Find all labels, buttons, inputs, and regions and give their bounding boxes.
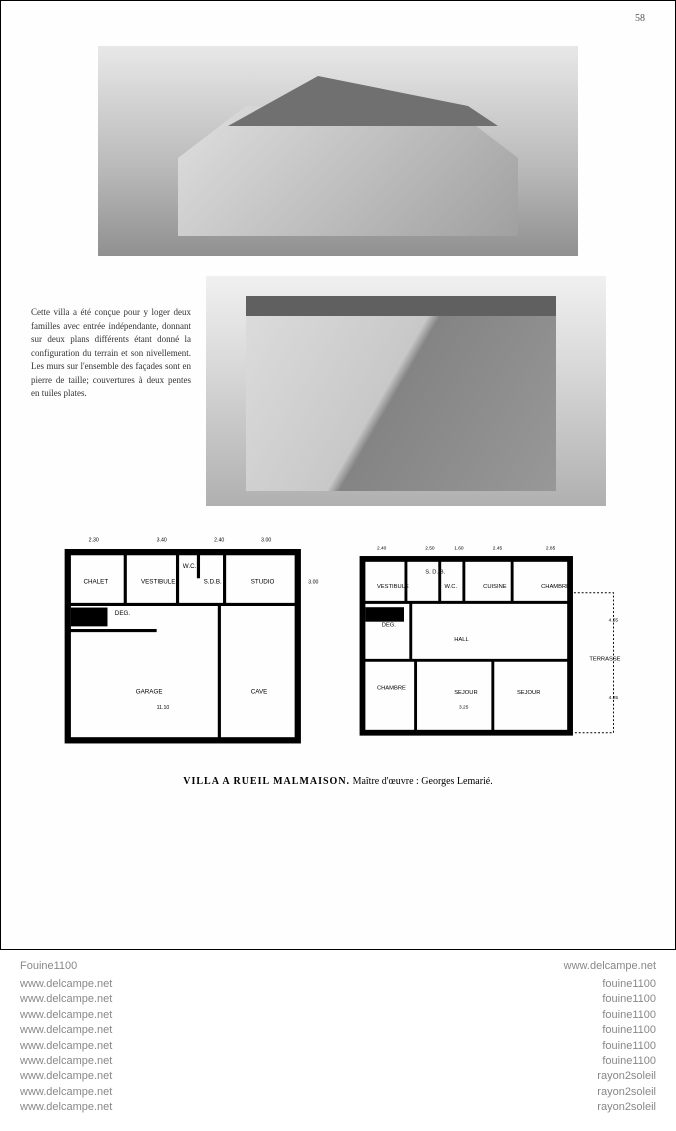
dimension-label: 1.60 [454, 545, 464, 551]
villa-photo-front [98, 46, 578, 256]
dimension-label: 2.40 [214, 538, 224, 544]
floorplan-left: CHALET VESTIBULE W.C. S.D.B. STUDIO DEG. GARAG… [48, 526, 328, 756]
dimension-label: 4.55 [609, 618, 619, 624]
room-label: CHALET [83, 579, 108, 586]
floorplans-container: CHALET VESTIBULE W.C. S.D.B. STUDIO DEG. GARAG… [41, 526, 635, 756]
room-label: W.C. [183, 563, 197, 570]
watermarks-section: Fouine1100 www.delcampe.net www.delcampe… [0, 950, 676, 1126]
watermark-top-right: www.delcampe.net [564, 960, 656, 972]
room-label: CHAMBRE [377, 685, 406, 691]
watermark-right-column: fouine1100fouine1100fouine1100fouine1100… [597, 977, 656, 1116]
watermark-left-column: www.delcampe.netwww.delcampe.netwww.delc… [20, 977, 112, 1116]
watermark-item: www.delcampe.net [20, 1054, 112, 1069]
room-label: S. D. B. [425, 569, 445, 575]
watermark-item: rayon2soleil [597, 1069, 656, 1084]
dimension-label: 2.40 [377, 545, 387, 551]
villa-photo-rear [206, 276, 606, 506]
caption-title: VILLA A RUEIL MALMAISON. [183, 776, 350, 787]
dimension-label: 2.85 [546, 545, 556, 551]
watermark-item: www.delcampe.net [20, 1100, 112, 1115]
description-text: Cette villa a été conçue pour y loger de… [31, 276, 191, 401]
watermark-item: www.delcampe.net [20, 1023, 112, 1038]
dimension-label: 11.10 [157, 705, 170, 711]
room-label: DEG. [115, 610, 131, 617]
room-label: CAVE [251, 688, 268, 695]
dimension-label: 3.25 [459, 705, 469, 711]
middle-section: Cette villa a été conçue pour y loger de… [31, 276, 645, 506]
room-label: HALL [454, 637, 469, 643]
room-label: VESTIBULE [141, 579, 175, 586]
room-label: W.C. [445, 584, 458, 590]
watermark-item: www.delcampe.net [20, 1085, 112, 1100]
dimension-label: 5.30 [517, 732, 527, 738]
watermark-item: www.delcampe.net [20, 1069, 112, 1084]
page-number: 58 [635, 13, 645, 24]
dimension-label: 4.25 [609, 695, 619, 701]
document-page: 58 Cette villa a été conçue pour y loger… [0, 0, 676, 950]
watermark-item: www.delcampe.net [20, 977, 112, 992]
dimension-label: 3.40 [157, 538, 167, 544]
watermark-top-left: Fouine1100 [20, 960, 77, 972]
watermark-item: rayon2soleil [597, 1085, 656, 1100]
caption-credit-label: Maître d'œuvre : [353, 776, 419, 787]
caption: VILLA A RUEIL MALMAISON. Maître d'œuvre … [31, 776, 645, 787]
room-label: GARAGE [136, 688, 163, 695]
room-label: CUISINE [483, 584, 507, 590]
watermark-item: rayon2soleil [597, 1100, 656, 1115]
room-label: SEJOUR [517, 690, 540, 696]
watermark-item: fouine1100 [597, 977, 656, 992]
room-label: CHAMBRE [541, 584, 570, 590]
caption-credit-name: Georges Lemarié. [421, 776, 492, 787]
room-label: TERRASSE [589, 656, 620, 662]
watermark-item: fouine1100 [597, 992, 656, 1007]
room-label: SEJOUR [454, 690, 477, 696]
dimension-label: 2.45 [493, 545, 503, 551]
watermark-item: fouine1100 [597, 1023, 656, 1038]
watermark-item: www.delcampe.net [20, 1008, 112, 1023]
dimension-label: 3.00 [308, 580, 318, 586]
watermark-item: fouine1100 [597, 1054, 656, 1069]
watermark-item: www.delcampe.net [20, 1039, 112, 1054]
dimension-label: 2.30 [89, 538, 99, 544]
room-label: VESTIBULE [377, 584, 409, 590]
watermark-columns: www.delcampe.netwww.delcampe.netwww.delc… [20, 977, 656, 1116]
dimension-label: 3.00 [261, 538, 271, 544]
floorplan-right: VESTIBULE S. D. B. W.C. CUISINE CHAMBRE DEG. H… [348, 526, 628, 756]
room-label: DEG. [382, 623, 397, 629]
watermark-item: fouine1100 [597, 1039, 656, 1054]
watermark-item: www.delcampe.net [20, 992, 112, 1007]
room-label: S.D.B. [204, 579, 222, 586]
watermark-top-row: Fouine1100 www.delcampe.net [20, 960, 656, 972]
watermark-item: fouine1100 [597, 1008, 656, 1023]
room-label: STUDIO [251, 579, 275, 586]
dimension-label: 2.50 [425, 545, 435, 551]
